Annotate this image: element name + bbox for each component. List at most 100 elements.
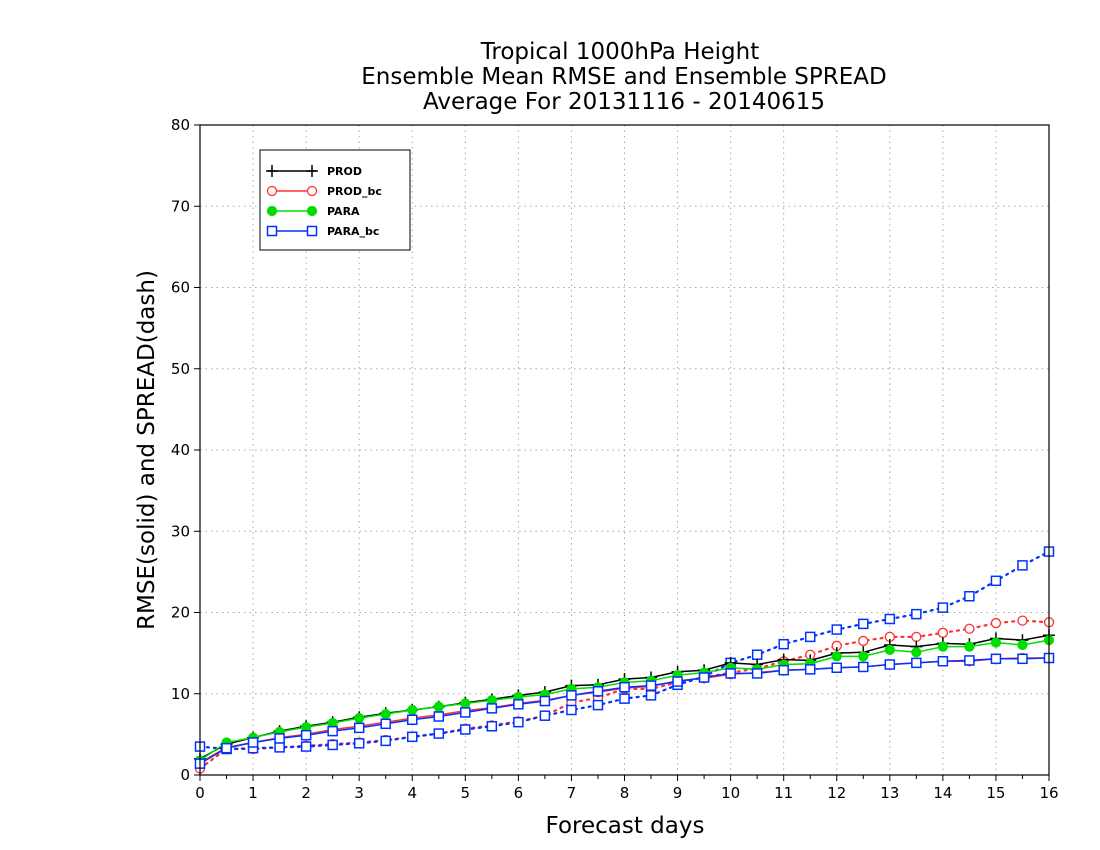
title-line-2: Ensemble Mean RMSE and Ensemble SPREAD xyxy=(361,64,886,90)
series-para-bc-rmse-point xyxy=(380,718,391,730)
series-para-bc-rmse-point xyxy=(672,676,683,687)
series-prod-bc-spread-point xyxy=(858,635,869,647)
legend-box xyxy=(259,149,411,251)
series-para-bc-rmse-point xyxy=(486,703,498,714)
series-para-rmse-point xyxy=(884,644,895,655)
legend-label: PROD_bc xyxy=(327,185,382,198)
series-para-bc-rmse-point xyxy=(221,742,232,754)
series-para-bc-spread-point xyxy=(380,735,391,747)
series-para-bc-spread-point xyxy=(911,608,922,620)
series-para-bc-spread-point xyxy=(327,739,338,751)
series-para-bc-spread-point xyxy=(566,704,577,716)
series-para-bc-rmse-point xyxy=(407,714,418,725)
series-para-bc-rmse-point xyxy=(539,695,551,707)
series-para-bc-spread-point xyxy=(592,699,604,711)
legend-item: PARA xyxy=(266,205,360,218)
axis-ticks: 0 1 2 3 4 5 6 7 8 9 10 11 12 13 14 15 160102030405060708… xyxy=(171,116,1059,802)
title-line-1: Tropical 1000hPa Height xyxy=(480,39,760,65)
series-para-bc-rmse-point xyxy=(592,686,604,697)
series-para-bc-spread-point xyxy=(539,710,551,721)
x-tick-label: 2 xyxy=(301,784,311,802)
legend-label: PARA xyxy=(327,205,360,218)
series-prod-bc-spread-point xyxy=(937,627,949,638)
series-para-rmse-point xyxy=(964,641,975,652)
y-tick-label: 10 xyxy=(171,685,190,703)
legend-label: PROD xyxy=(327,165,362,178)
x-tick-label: 10 xyxy=(721,784,740,802)
series-para-bc-spread-point xyxy=(513,716,524,728)
series-para-bc-rmse-point xyxy=(884,659,896,670)
series-para-bc-spread-point xyxy=(407,731,418,743)
x-tick-label: 1 xyxy=(248,784,258,802)
title-line-3: Average For 20131116 - 20140615 xyxy=(423,89,825,115)
series-para-rmse-point xyxy=(433,701,444,712)
legend-marker xyxy=(306,225,318,237)
y-tick-label: 50 xyxy=(171,360,190,378)
series-para-rmse-point xyxy=(460,698,471,709)
series-para-bc-spread-point xyxy=(486,721,498,732)
series-para-bc-rmse-point xyxy=(619,682,630,693)
series-para-bc-rmse-point xyxy=(831,662,842,673)
series-para-bc-rmse-point xyxy=(1017,653,1028,665)
series-para-bc-spread-point xyxy=(937,602,949,613)
series-para-bc-spread-point xyxy=(1017,560,1028,571)
legend-marker xyxy=(306,205,318,217)
series-prod-bc-spread-point xyxy=(964,623,975,634)
x-tick-label: 12 xyxy=(827,784,846,802)
series-para-rmse-point xyxy=(407,704,418,716)
series-para-bc-rmse-point xyxy=(460,707,471,718)
series-para-bc-spread-point xyxy=(964,591,975,602)
series-para-rmse-point xyxy=(1017,639,1028,651)
legend-marker xyxy=(266,185,278,197)
series-para-rmse-point xyxy=(990,637,1002,648)
y-tick-label: 70 xyxy=(171,197,190,215)
series-para-bc-rmse-point xyxy=(327,725,338,737)
x-tick-label: 0 xyxy=(195,784,205,802)
series-para-bc-rmse-point xyxy=(725,668,736,679)
series-para-bc-spread-point xyxy=(433,728,445,739)
legend-label: PARA_bc xyxy=(327,225,379,238)
y-tick-label: 40 xyxy=(171,441,190,459)
series-para-rmse-point xyxy=(354,713,365,724)
chart-title: Tropical 1000hPa Height Ensemble Mean RM… xyxy=(361,39,886,115)
series-para-bc-spread-point xyxy=(778,638,789,650)
series-para-bc-spread-point xyxy=(300,741,312,752)
series-para-bc-rmse-point xyxy=(433,711,445,722)
series-para-bc-rmse-point xyxy=(751,668,763,679)
series-para-bc-spread-point xyxy=(353,738,365,749)
x-tick-label: 5 xyxy=(461,784,471,802)
series-para-bc-rmse-point xyxy=(645,680,657,691)
x-tick-label: 14 xyxy=(933,784,952,802)
series-para-bc-rmse-point xyxy=(566,690,577,701)
y-tick-label: 20 xyxy=(171,604,190,622)
x-tick-label: 9 xyxy=(673,784,683,802)
legend-marker xyxy=(266,165,278,177)
series-para-bc-spread-point xyxy=(990,575,1002,587)
series-para-rmse-point xyxy=(911,647,922,658)
x-tick-label: 13 xyxy=(880,784,899,802)
series-para-rmse-point xyxy=(831,651,842,662)
series-para-bc-rmse-point xyxy=(300,729,312,741)
series-para-bc-spread-point xyxy=(751,649,763,660)
x-tick-label: 3 xyxy=(354,784,364,802)
legend-marker xyxy=(306,165,318,177)
series-para-bc-rmse-point xyxy=(990,653,1002,665)
series-para-rmse-point xyxy=(937,641,948,652)
legend-item: PROD xyxy=(266,165,362,178)
series-para-bc-spread-point xyxy=(884,613,896,625)
y-tick-label: 30 xyxy=(171,522,190,540)
series-para-bc-rmse-point xyxy=(247,737,259,748)
series-para-bc-rmse-point xyxy=(911,657,922,669)
series-para-bc-spread-point xyxy=(619,693,630,704)
series-prod-bc-spread-point xyxy=(1017,615,1028,626)
series-para-rmse-point xyxy=(380,708,391,720)
legend-marker xyxy=(266,205,278,217)
series-para-bc-rmse-point xyxy=(804,664,816,675)
legend-item: PARA_bc xyxy=(266,225,379,238)
series-para-bc-spread-point xyxy=(804,631,816,643)
x-tick-label: 6 xyxy=(514,784,524,802)
series-para-bc-spread-point xyxy=(858,618,869,630)
series-para-bc-spread-point xyxy=(645,690,657,701)
series-para-bc-rmse-point xyxy=(964,655,975,666)
